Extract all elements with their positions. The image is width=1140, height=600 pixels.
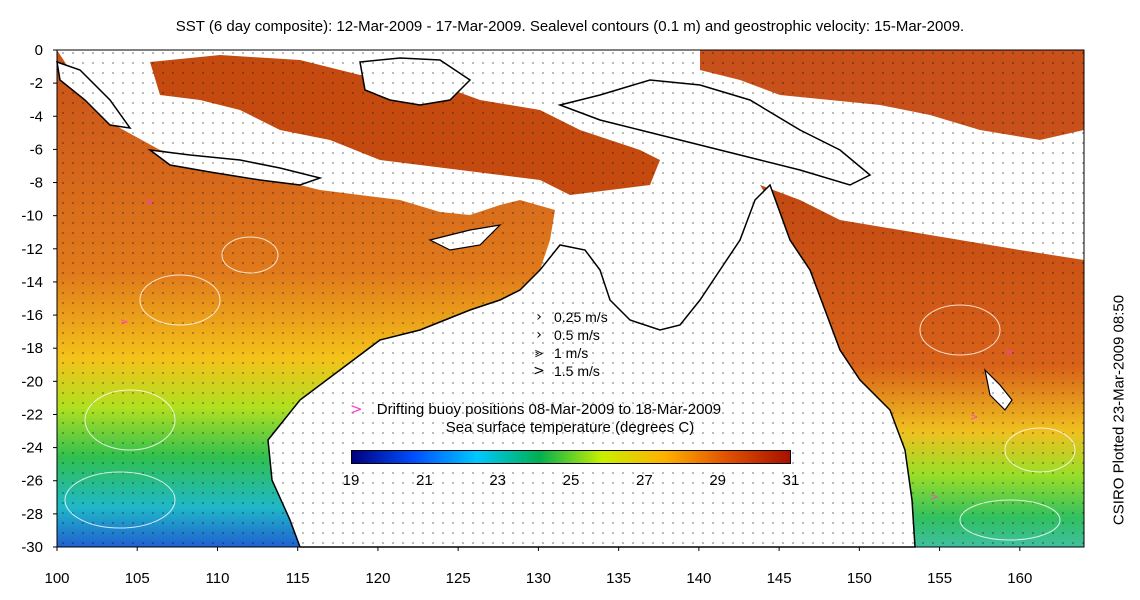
y-tick-label: -30 <box>21 539 43 556</box>
y-tick-label: -8 <box>30 175 43 192</box>
x-tick-label: 120 <box>365 570 390 587</box>
plot-credit: CSIRO Plotted 23-Mar-2009 08:50 <box>1110 294 1128 526</box>
arrow-icon: > <box>533 363 545 379</box>
colorbar-tick-label: 23 <box>489 472 506 489</box>
y-tick-label: 0 <box>35 42 43 59</box>
svg-text:>: > <box>930 492 938 503</box>
y-tick-label: -14 <box>21 274 43 291</box>
velocity-legend-label: 0.25 m/s <box>554 309 608 325</box>
y-tick-label: -2 <box>30 75 43 92</box>
y-tick-label: -18 <box>21 340 43 357</box>
velocity-legend-row: ⪢ 1 m/s <box>524 344 608 362</box>
plot-frame <box>56 49 1085 548</box>
svg-text:>: > <box>120 317 128 328</box>
velocity-legend-row: › 0.25 m/s <box>524 308 608 326</box>
svg-text:>: > <box>970 412 978 423</box>
arrow-icon: ⪢ <box>535 345 543 361</box>
colorbar-ticks: 19 21 23 25 27 29 31 <box>343 472 800 492</box>
svg-text:>: > <box>1005 347 1013 358</box>
x-tick-label: 110 <box>206 570 230 587</box>
colorbar-tick-label: 27 <box>635 472 653 489</box>
y-axis: 0 -2 -4 -6 -8 -10 -12 -14 -16 -18 -20 -22 -24 -26 -28 -… <box>21 42 57 556</box>
buoy-marker-icon: > <box>350 400 363 418</box>
colorbar-title: Sea surface temperature (degrees C) <box>445 419 695 436</box>
velocity-legend-label: 0.5 m/s <box>554 327 600 343</box>
colorbar-tick-label: 21 <box>415 472 433 489</box>
x-axis: 100 105 110 115 120 125 130 135 140 145 150 155 160 <box>44 547 1032 587</box>
y-tick-label: -22 <box>21 406 43 423</box>
y-tick-label: -24 <box>21 440 43 457</box>
velocity-legend-row: > 1.5 m/s <box>524 362 608 380</box>
y-tick-label: -10 <box>21 208 43 225</box>
arrow-icon: › <box>536 327 542 343</box>
y-tick-label: -4 <box>30 108 43 125</box>
x-tick-label: 150 <box>847 570 872 587</box>
y-tick-label: -16 <box>21 307 43 324</box>
svg-text:>: > <box>145 197 153 208</box>
y-tick-label: -26 <box>21 473 43 490</box>
colorbar-tick-label: 19 <box>342 472 360 489</box>
colorbar-tick-label: 25 <box>562 472 580 489</box>
velocity-legend-label: 1 m/s <box>554 345 589 361</box>
velocity-legend-label: 1.5 m/s <box>554 363 600 379</box>
x-tick-label: 145 <box>767 570 792 587</box>
x-tick-label: 135 <box>606 570 631 587</box>
colorbar <box>351 450 791 464</box>
colorbar-tick-label: 31 <box>782 472 800 489</box>
velocity-field <box>57 50 1084 547</box>
x-tick-label: 125 <box>446 570 471 587</box>
x-tick-label: 130 <box>526 570 551 587</box>
arrow-icon: › <box>536 309 542 325</box>
velocity-legend: › 0.25 m/s › 0.5 m/s ⪢ 1 m/s > 1.5 m/s <box>524 308 608 380</box>
x-tick-label: 155 <box>927 570 952 587</box>
x-tick-label: 100 <box>44 570 69 587</box>
x-tick-label: 115 <box>286 570 310 587</box>
x-tick-label: 140 <box>686 570 711 587</box>
map-title: SST (6 day composite): 12-Mar-2009 - 17-… <box>175 18 965 35</box>
y-tick-label: -12 <box>21 241 43 258</box>
sealevel-contours <box>64 236 1076 541</box>
x-tick-label: 105 <box>125 570 150 587</box>
y-tick-label: -6 <box>30 141 43 158</box>
colorbar-tick-label: 29 <box>709 472 726 489</box>
buoy-legend: > Drifting buoy positions 08-Mar-2009 to… <box>350 400 721 418</box>
x-tick-label: 160 <box>1007 570 1032 587</box>
velocity-legend-row: › 0.5 m/s <box>524 326 608 344</box>
y-tick-label: -28 <box>21 506 43 523</box>
buoy-markers: > > > > > <box>120 197 1013 503</box>
y-tick-label: -20 <box>21 373 43 390</box>
buoy-legend-label: Drifting buoy positions 08-Mar-2009 to 1… <box>376 401 722 418</box>
